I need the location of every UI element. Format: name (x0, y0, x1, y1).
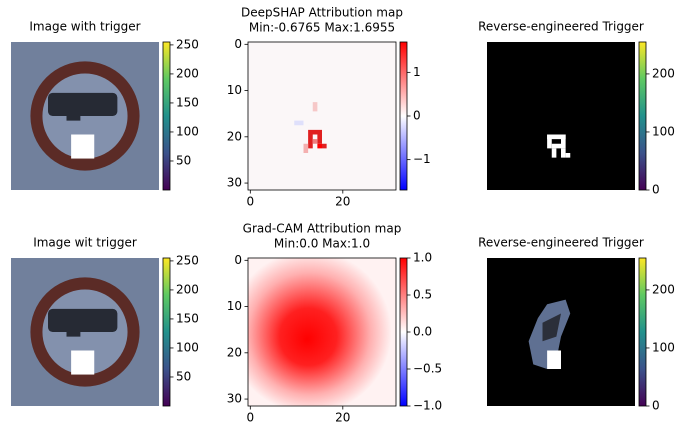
colorbar-tick-label: 0.0 (413, 325, 432, 339)
colorbar-tick-label: 1.0 (413, 251, 432, 265)
panel-title: Image wit trigger (33, 236, 137, 250)
colorbar-tick-label: −1 (413, 152, 431, 166)
x-tick-label: 20 (335, 411, 350, 425)
x-tick-label: 20 (335, 195, 350, 209)
panel-title: DeepSHAP Attribution map (241, 6, 403, 20)
y-tick-label: 30 (227, 392, 242, 406)
panel-title: Grad-CAM Attribution map (243, 222, 402, 236)
colorbar-tick-label: 50 (176, 153, 191, 167)
colorbar (162, 41, 171, 191)
colorbar-tick-label: 100 (652, 124, 675, 138)
colorbar-tick-label: 200 (652, 66, 675, 80)
colorbar (399, 257, 408, 407)
colorbar-tick-label: 150 (176, 311, 199, 325)
colorbar-tick-label: −1.0 (413, 399, 442, 413)
colorbar-tick-label: 150 (176, 95, 199, 109)
y-tick-label: 30 (227, 176, 242, 190)
axes-frame (247, 257, 397, 407)
axes-frame (247, 41, 397, 191)
y-tick-label: 0 (234, 253, 242, 267)
colorbar-tick-label: 250 (176, 253, 199, 267)
colorbar-tick-label: 1 (413, 65, 421, 79)
y-tick-label: 20 (227, 345, 242, 359)
colorbar-tick-label: −0.5 (413, 362, 442, 376)
colorbar-tick-label: 50 (176, 369, 191, 383)
colorbar (638, 41, 647, 191)
colorbar-tick-label: 0.5 (413, 288, 432, 302)
y-tick-label: 0 (234, 37, 242, 51)
sign-image (11, 42, 159, 190)
colorbar-tick-label: 0 (652, 183, 660, 197)
colorbar (399, 41, 408, 191)
colorbar-tick-label: 200 (176, 66, 199, 80)
colorbar-tick-label: 100 (652, 340, 675, 354)
deepshap-map (248, 42, 396, 190)
gradcam-map (248, 258, 396, 406)
colorbar-tick-label: 200 (176, 282, 199, 296)
colorbar-tick-label: 0 (652, 399, 660, 413)
y-tick-label: 20 (227, 129, 242, 143)
panel-title: Reverse-engineered Trigger (478, 20, 644, 34)
colorbar (638, 257, 647, 407)
colorbar-tick-label: 100 (176, 124, 199, 138)
colorbar-tick-label: 0 (413, 109, 421, 123)
trigger-image (487, 258, 635, 406)
panel-title: Reverse-engineered Trigger (478, 236, 644, 250)
x-tick-label: 0 (246, 411, 254, 425)
colorbar-tick-label: 250 (176, 37, 199, 51)
colorbar-tick-label: 200 (652, 282, 675, 296)
colorbar-tick-label: 100 (176, 340, 199, 354)
panel-subtitle: Min:-0.6765 Max:1.6955 (249, 21, 395, 35)
x-tick-label: 0 (246, 195, 254, 209)
colorbar (162, 257, 171, 407)
sign-image (11, 258, 159, 406)
panel-title: Image with trigger (29, 20, 140, 34)
panel-subtitle: Min:0.0 Max:1.0 (274, 237, 370, 251)
y-tick-label: 10 (227, 299, 242, 313)
y-tick-label: 10 (227, 83, 242, 97)
trigger-image (487, 42, 635, 190)
